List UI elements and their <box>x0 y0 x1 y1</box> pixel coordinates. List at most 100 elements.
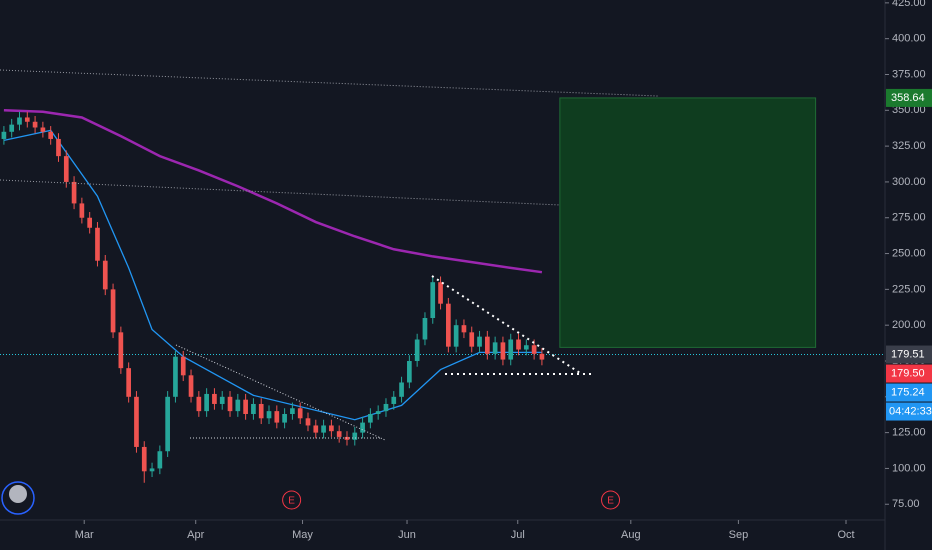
x-tick-label: Apr <box>187 529 204 541</box>
candle-body <box>453 325 459 347</box>
candle-body <box>531 345 537 354</box>
x-tick-label: Jul <box>511 529 525 541</box>
candle-body <box>321 425 326 433</box>
price-label-box <box>886 383 932 402</box>
candle-body <box>17 117 22 125</box>
candle-body <box>508 339 514 360</box>
candle-body <box>430 282 436 319</box>
x-tick-label: Mar <box>75 529 94 541</box>
candle-body <box>157 451 163 469</box>
candle-body <box>290 408 295 414</box>
candle-body <box>414 339 420 361</box>
y-tick-label: 225.00 <box>892 283 926 295</box>
countdown-box <box>886 402 932 421</box>
candle-body <box>500 342 506 360</box>
candle-body <box>446 303 451 347</box>
event-label: E <box>607 496 614 507</box>
logo-ring <box>1 481 35 515</box>
candle-body <box>227 396 233 412</box>
candle-body <box>352 432 358 440</box>
y-tick-label: 100.00 <box>892 462 926 474</box>
price-label: 358.64 <box>891 92 925 104</box>
candle-body <box>329 425 334 432</box>
candle-body <box>360 422 365 433</box>
logo <box>1 481 35 515</box>
candle-body <box>95 227 100 261</box>
candle-body <box>383 403 389 412</box>
candle-body <box>40 127 46 132</box>
candle-body <box>274 411 280 423</box>
y-tick-label: 325.00 <box>892 140 926 152</box>
price-label: 179.51 <box>891 348 925 360</box>
y-tick-label: 425.00 <box>892 0 926 9</box>
y-tick-label: 125.00 <box>892 427 926 439</box>
candle-body <box>32 121 38 128</box>
candle-body <box>219 396 225 404</box>
candle-body <box>71 181 77 204</box>
candle-body <box>305 418 311 426</box>
candle-body <box>141 446 147 472</box>
candle-body <box>235 399 241 412</box>
candle-body <box>469 332 475 347</box>
candle-body <box>48 131 54 139</box>
candle-body <box>165 396 170 452</box>
candle-body <box>492 342 498 354</box>
candle-body <box>1 131 7 139</box>
candle-body <box>477 336 482 347</box>
x-tick-label: Jun <box>398 529 416 541</box>
candle-body <box>368 413 373 423</box>
logo-icon <box>9 485 27 503</box>
axis-labels: 75.00100.00125.00150.00175.00200.00225.0… <box>75 0 932 541</box>
event-marker <box>282 490 302 510</box>
target-box <box>559 97 817 348</box>
price-label: 175.24 <box>891 386 925 398</box>
candle-body <box>180 356 186 376</box>
drawings <box>0 69 659 441</box>
x-tick-label: Aug <box>621 529 641 541</box>
candle-body <box>24 117 30 122</box>
price-label-box <box>886 364 932 383</box>
candle-body <box>212 393 217 404</box>
event-label: E <box>288 496 295 507</box>
y-tick-label: 200.00 <box>892 319 926 331</box>
x-tick-label: May <box>292 529 313 541</box>
candle-body <box>484 336 490 354</box>
candle-body <box>523 345 529 350</box>
y-tick-label: 275.00 <box>892 212 926 224</box>
candle-body <box>336 431 342 437</box>
y-tick-label: 400.00 <box>892 33 926 45</box>
price-label-box <box>886 88 932 107</box>
trend-line <box>0 179 561 206</box>
candle-body <box>87 217 93 228</box>
candle-body <box>516 339 521 350</box>
candle-body <box>56 138 61 157</box>
candle-body <box>9 124 15 132</box>
candle-body <box>126 368 131 397</box>
candle-body <box>102 260 108 290</box>
candle-body <box>297 408 303 419</box>
candle-body <box>63 156 69 182</box>
candle-body <box>313 425 319 433</box>
candle-body <box>266 411 272 419</box>
candle-body <box>79 203 85 218</box>
y-tick-label: 350.00 <box>892 104 926 116</box>
event-marker <box>601 490 621 510</box>
y-tick-label: 250.00 <box>892 247 926 259</box>
candle-body <box>438 282 443 304</box>
y-tick-label: 375.00 <box>892 68 926 80</box>
x-tick-label: Oct <box>837 529 854 541</box>
candle-body <box>118 332 124 369</box>
candle-body <box>407 360 412 383</box>
y-tick-label: 75.00 <box>892 498 920 510</box>
candle-body <box>149 468 155 472</box>
candle-body <box>243 399 248 414</box>
candle-body <box>134 396 139 447</box>
countdown: 04:42:33 <box>889 405 932 417</box>
candle-body <box>204 393 209 412</box>
y-tick-label: 300.00 <box>892 176 926 188</box>
candle-body <box>196 396 202 412</box>
candle-body <box>391 396 397 404</box>
candle-body <box>251 403 256 414</box>
